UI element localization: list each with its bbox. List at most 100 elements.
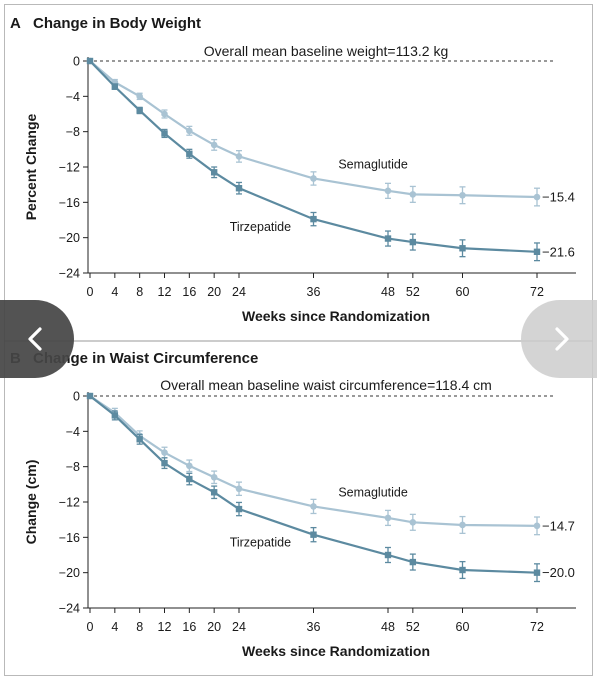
data-point [409, 519, 417, 526]
data-point [459, 566, 466, 574]
data-point [384, 514, 392, 522]
x-tick-label: 8 [136, 285, 143, 299]
data-point [310, 215, 317, 223]
data-point [384, 235, 392, 242]
panel-title: Change in Body Weight [33, 15, 201, 32]
x-tick-label: 0 [87, 620, 94, 634]
data-point [210, 169, 218, 176]
data-point [310, 175, 317, 182]
data-point [161, 130, 168, 137]
panel-letter: A [10, 15, 21, 32]
y-tick-label: −20 [59, 566, 80, 580]
x-tick-label: 72 [530, 285, 544, 299]
x-tick-label: 12 [158, 620, 172, 634]
x-tick-label: 4 [111, 620, 118, 634]
x-tick-label: 12 [158, 285, 172, 299]
data-point [210, 141, 218, 149]
data-point [186, 150, 193, 157]
data-point [86, 57, 94, 65]
series-label-tirzepatide: Tirzepatide [230, 536, 291, 550]
data-point [161, 449, 168, 456]
y-axis-title: Change (cm) [23, 460, 39, 545]
data-point [459, 521, 466, 529]
data-point [409, 238, 417, 246]
series-line [89, 60, 538, 199]
chevron-left-icon [28, 327, 42, 351]
previous-slide-button[interactable] [0, 300, 74, 378]
y-tick-label: −12 [59, 496, 80, 510]
x-tick-label: 36 [307, 285, 321, 299]
chevron-right-icon [555, 327, 569, 351]
data-point [235, 185, 243, 192]
y-tick-label: −4 [66, 90, 80, 104]
data-point [459, 191, 466, 199]
series-line [89, 395, 538, 527]
x-tick-label: 0 [87, 285, 94, 299]
x-tick-label: 60 [456, 620, 470, 634]
data-point [409, 558, 417, 566]
baseline-annotation: Overall mean baseline waist circumferenc… [160, 377, 492, 393]
x-tick-label: 24 [232, 620, 246, 634]
end-value-label: −21.6 [542, 244, 575, 259]
y-tick-label: −8 [66, 125, 80, 139]
series-tirzepatide: −20.0 [86, 392, 575, 583]
data-point [186, 462, 193, 470]
data-point [210, 473, 218, 481]
data-point [533, 569, 541, 576]
x-axis-title: Weeks since Randomization [242, 308, 430, 324]
baseline-annotation: Overall mean baseline weight=113.2 kg [204, 43, 449, 59]
y-tick-label: 0 [73, 390, 80, 404]
x-tick-label: 52 [406, 620, 420, 634]
y-tick-label: −20 [59, 231, 80, 245]
data-point [409, 191, 417, 198]
data-point [459, 245, 466, 252]
y-tick-label: 0 [73, 55, 80, 69]
data-point [235, 153, 243, 160]
data-point [136, 107, 143, 114]
end-value-label: −15.4 [542, 190, 575, 205]
series-line [89, 395, 538, 574]
x-tick-label: 16 [182, 285, 196, 299]
series-semaglutide: −14.7 [86, 392, 575, 536]
end-value-label: −14.7 [542, 518, 575, 533]
x-tick-label: 20 [207, 620, 221, 634]
x-tick-label: 52 [406, 285, 420, 299]
data-point [161, 110, 168, 118]
y-axis-title: Percent Change [23, 113, 39, 220]
x-tick-label: 48 [381, 620, 395, 634]
data-point [235, 485, 243, 493]
data-point [210, 489, 218, 496]
data-point [186, 475, 193, 483]
x-tick-label: 16 [182, 620, 196, 634]
data-point [136, 93, 143, 100]
data-point [533, 522, 541, 530]
y-tick-label: −24 [59, 267, 80, 281]
x-tick-label: 72 [530, 620, 544, 634]
data-point [235, 505, 243, 513]
x-axis-title: Weeks since Randomization [242, 643, 430, 659]
series-label-semaglutide: Semaglutide [338, 157, 408, 171]
x-tick-label: 48 [381, 285, 395, 299]
data-point [310, 503, 317, 510]
y-tick-label: −16 [59, 196, 80, 210]
panel-title: Change in Waist Circumference [33, 350, 258, 367]
x-tick-label: 20 [207, 285, 221, 299]
next-slide-button[interactable] [521, 300, 597, 378]
x-tick-label: 36 [307, 620, 321, 634]
x-tick-label: 8 [136, 620, 143, 634]
series-line [89, 60, 538, 253]
series-label-semaglutide: Semaglutide [338, 485, 408, 499]
data-point [533, 248, 541, 255]
data-point [111, 412, 119, 419]
y-tick-label: −12 [59, 161, 80, 175]
y-tick-label: −4 [66, 425, 80, 439]
data-point [384, 551, 392, 559]
data-point [186, 127, 193, 135]
y-tick-label: −16 [59, 531, 80, 545]
series-label-tirzepatide: Tirzepatide [230, 220, 291, 234]
data-point [310, 531, 317, 538]
figure-frame [4, 4, 593, 676]
series-tirzepatide: −21.6 [86, 57, 575, 262]
